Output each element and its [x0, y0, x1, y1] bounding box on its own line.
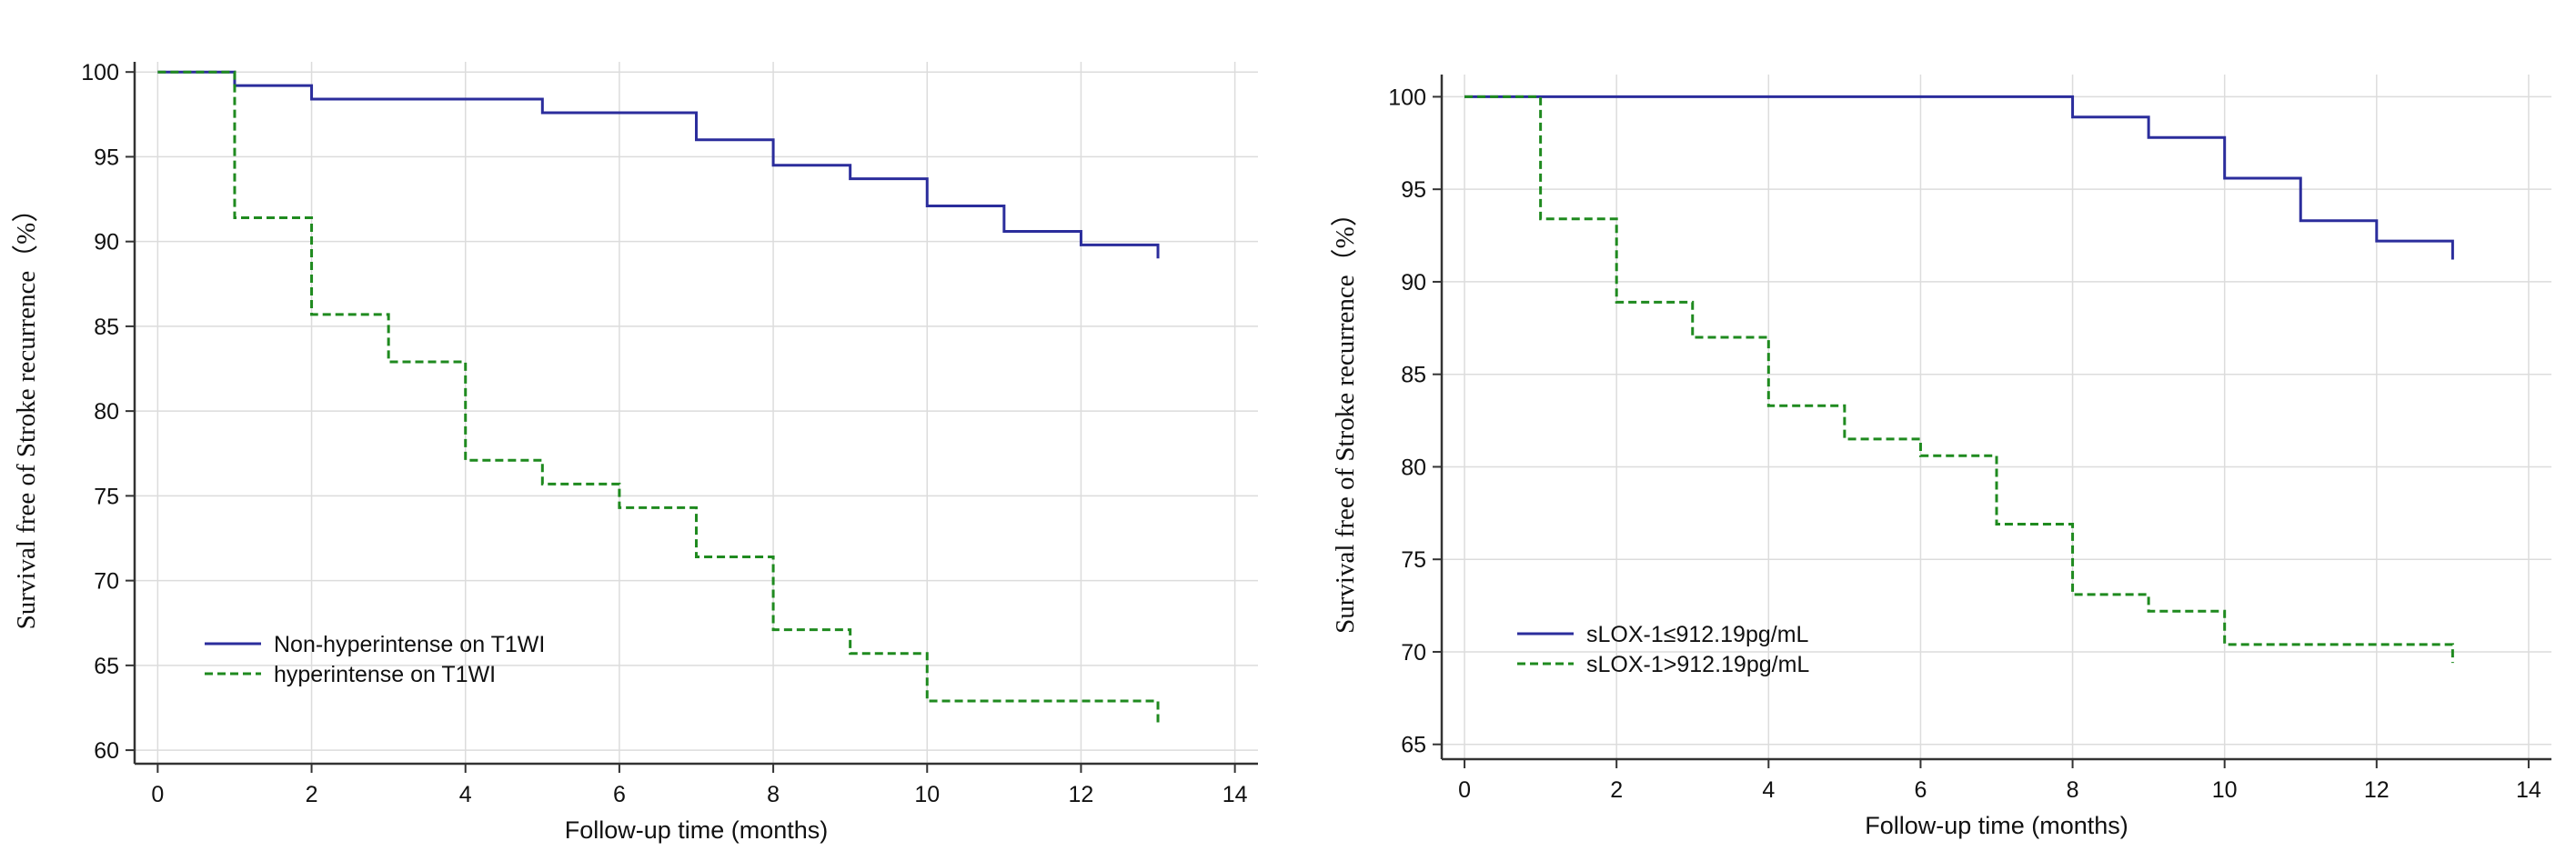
y-tick-label: 100 — [81, 60, 119, 85]
x-axis-title: Follow-up time (months) — [565, 816, 829, 844]
x-tick-label: 10 — [2212, 777, 2238, 803]
x-tick-label: 6 — [1914, 777, 1927, 803]
y-tick-label: 75 — [94, 484, 119, 509]
y-tick-label: 65 — [1401, 733, 1426, 758]
y-tick-label: 60 — [94, 738, 119, 764]
x-axis-title: Follow-up time (months) — [1865, 812, 2128, 839]
x-tick-label: 14 — [2516, 777, 2541, 803]
y-tick-label: 85 — [94, 315, 119, 340]
y-tick-label: 85 — [1401, 363, 1426, 388]
y-tick-label: 95 — [94, 145, 119, 170]
y-tick-label: 80 — [1401, 455, 1426, 480]
series-line-solid — [1464, 95, 2454, 260]
x-tick-label: 6 — [613, 782, 626, 807]
y-tick-label: 90 — [1401, 270, 1426, 295]
series-line-solid — [157, 70, 1160, 259]
x-tick-label: 14 — [1223, 782, 1248, 807]
y-tick-label: 95 — [1401, 177, 1426, 203]
y-axis-title: Survival free of Stroke recurrence（%） — [1331, 200, 1360, 634]
y-tick-label: 65 — [94, 654, 119, 679]
y-axis-title: Survival free of Stroke recurrence（%） — [12, 196, 41, 630]
x-tick-label: 2 — [306, 782, 318, 807]
y-tick-label: 70 — [1401, 640, 1426, 666]
series-line-dashed — [1464, 95, 2454, 664]
x-tick-label: 10 — [914, 782, 940, 807]
x-tick-label: 0 — [1458, 777, 1471, 803]
x-tick-label: 12 — [2364, 777, 2390, 803]
y-tick-label: 90 — [94, 230, 119, 255]
y-tick-label: 75 — [1401, 547, 1426, 573]
legend-label: sLOX-1>912.19pg/mL — [1586, 652, 1809, 677]
y-tick-label: 100 — [1388, 85, 1426, 110]
x-tick-label: 8 — [2067, 777, 2079, 803]
left-kaplan-meier-chart: 0 2 4 6 8 10 12 14 60 65 70 75 80 85 90 95 100 Follow-up … — [12, 60, 1258, 844]
x-tick-label: 8 — [767, 782, 780, 807]
legend-label: sLOX-1≤912.19pg/mL — [1586, 622, 1809, 647]
legend-label: Non-hyperintense on T1WI — [274, 632, 545, 657]
x-tick-label: 12 — [1069, 782, 1094, 807]
legend-label: hyperintense on T1WI — [274, 662, 496, 687]
y-tick-label: 80 — [94, 399, 119, 425]
x-tick-label: 4 — [1762, 777, 1775, 803]
series-line-dashed — [157, 70, 1160, 726]
right-kaplan-meier-chart: 0 2 4 6 8 10 12 14 65 70 75 80 85 90 95 100 Follow-up ti… — [1331, 75, 2551, 839]
x-tick-label: 4 — [459, 782, 472, 807]
x-tick-label: 2 — [1610, 777, 1623, 803]
x-tick-label: 0 — [151, 782, 164, 807]
y-tick-label: 70 — [94, 569, 119, 595]
